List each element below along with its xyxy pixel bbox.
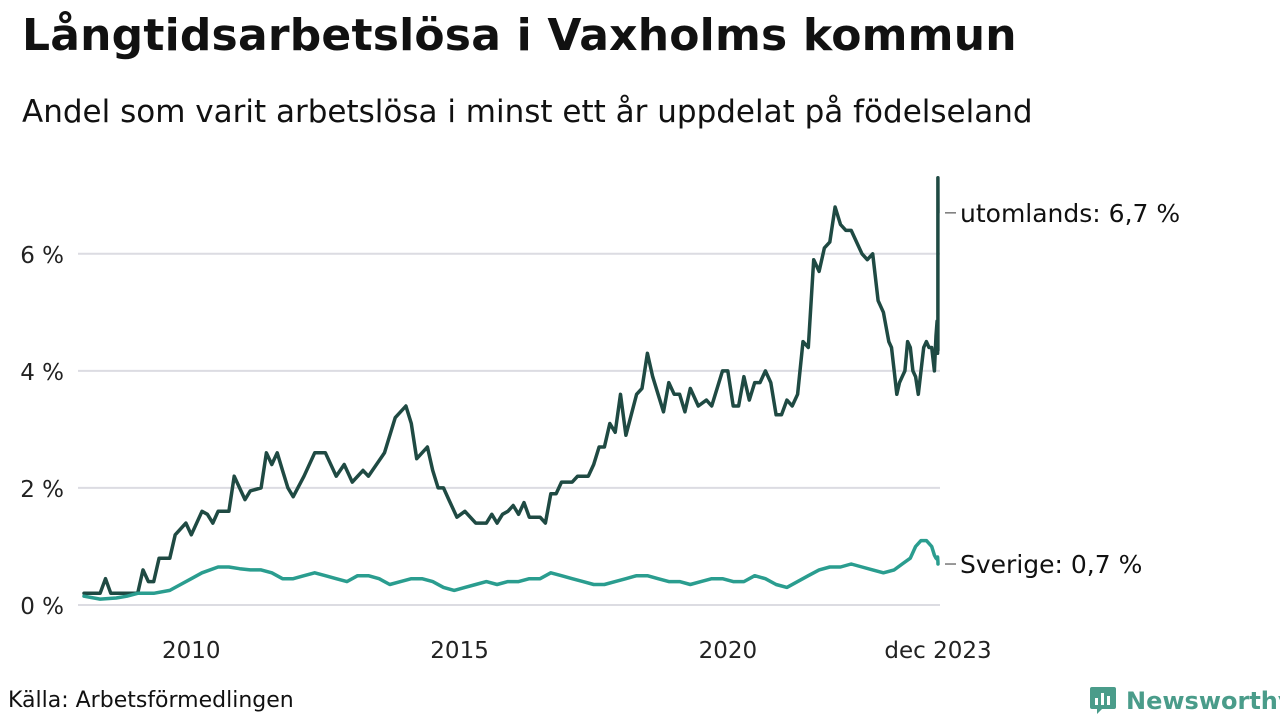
x-axis-ticks: 2010 2015 2020 dec 2023 bbox=[162, 638, 992, 664]
brand-logo[interactable]: Newsworthy bbox=[1088, 684, 1280, 718]
source-note: Källa: Arbetsförmedlingen bbox=[8, 688, 294, 713]
series-line-utomlands bbox=[82, 175, 940, 596]
y-tick-label: 0 % bbox=[20, 594, 64, 620]
bar-chart-icon bbox=[1088, 684, 1118, 718]
series-lines bbox=[82, 175, 940, 601]
x-tick-label: 2015 bbox=[430, 638, 489, 664]
series-end-label-sverige: Sverige: 0,7 % bbox=[960, 550, 1142, 579]
chart-subtitle: Andel som varit arbetslösa i minst ett å… bbox=[22, 94, 1033, 130]
chart-title: Långtidsarbetslösa i Vaxholms kommun bbox=[22, 10, 1017, 61]
y-tick-label: 6 % bbox=[20, 243, 64, 269]
series-end-label-utomlands: utomlands: 6,7 % bbox=[960, 199, 1180, 228]
brand-name: Newsworthy bbox=[1126, 687, 1280, 715]
x-tick-label: dec 2023 bbox=[884, 638, 991, 664]
y-tick-label: 2 % bbox=[20, 477, 64, 503]
y-tick-label: 4 % bbox=[20, 360, 64, 386]
x-tick-label: 2010 bbox=[162, 638, 221, 664]
y-axis-ticks: 0 % 2 % 4 % 6 % bbox=[20, 243, 64, 620]
x-tick-label: 2020 bbox=[699, 638, 758, 664]
series-line-sverige bbox=[82, 538, 940, 601]
gridlines bbox=[78, 252, 940, 606]
series-end-labels: utomlands: 6,7 % Sverige: 0,7 % bbox=[945, 199, 1180, 579]
